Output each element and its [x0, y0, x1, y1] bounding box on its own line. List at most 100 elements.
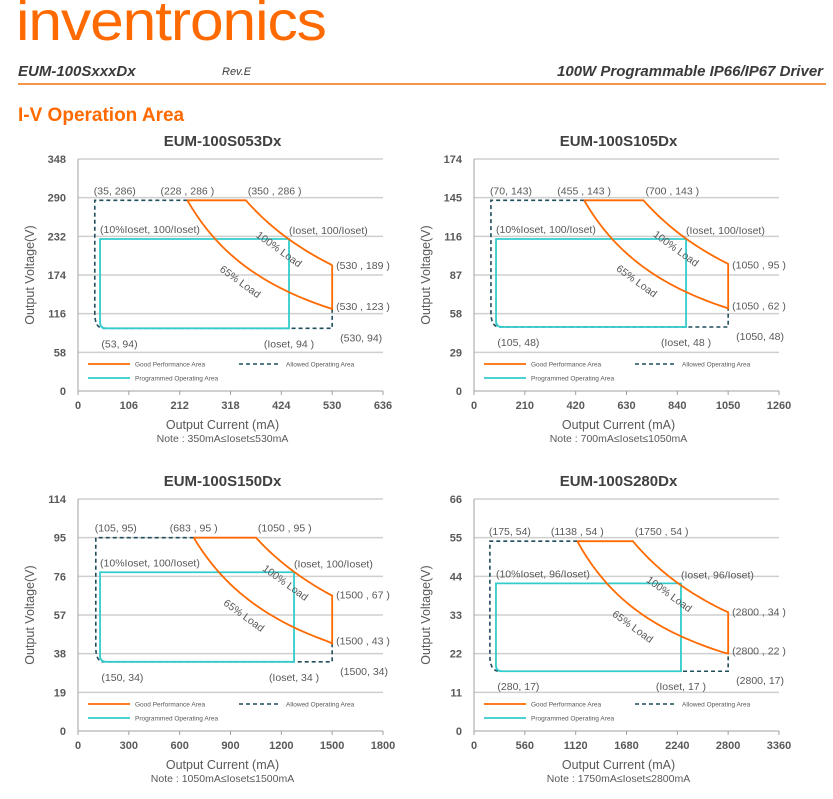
- x-tick-label: 1800: [371, 740, 395, 752]
- y-tick-label: 57: [54, 610, 66, 622]
- good-performance-area: [583, 199, 730, 310]
- point-label: (53, 94): [101, 338, 137, 350]
- x-tick-label: 318: [221, 400, 239, 412]
- y-tick-label: 290: [48, 193, 66, 205]
- point-label: (10%Ioset, 100/Ioset): [496, 224, 596, 236]
- x-tick-label: 1260: [767, 400, 791, 412]
- point-label: (Ioset, 17 ): [656, 681, 706, 693]
- point-label: (1750 , 54 ): [635, 526, 689, 538]
- point-label: (2800 , 34 ): [732, 606, 786, 618]
- point-label: (10%Ioset, 100/Ioset): [100, 224, 200, 236]
- y-tick-label: 66: [450, 494, 462, 506]
- point-label: (1500 , 43 ): [336, 635, 390, 647]
- x-tick-label: 560: [516, 740, 534, 752]
- chart-eum-100s280dx: EUM-100S280Dx 0 11 22 33 44 55 66 0 560 1120 1680 22…: [419, 473, 791, 785]
- legend-good-label: Good Performance Area: [531, 362, 601, 369]
- y-axis-title: Output Voltage(V): [23, 565, 37, 664]
- y-tick-label: 76: [54, 571, 66, 583]
- point-label: (105, 48): [497, 337, 539, 349]
- x-tick-label: 0: [471, 400, 477, 412]
- point-label: (1050 , 95 ): [732, 259, 786, 271]
- programmed-operating-area: [99, 571, 295, 663]
- point-label: (105, 95): [95, 523, 137, 535]
- chart-eum-100s053dx: EUM-100S053Dx 0 58 116 174 232 290 348 0 106 212 31…: [23, 133, 392, 445]
- x-tick-label: 212: [170, 400, 188, 412]
- legend-allowed-label: Allowed Operating Area: [682, 702, 751, 709]
- x-tick-label: 630: [617, 400, 635, 412]
- legend-allowed-label: Allowed Operating Area: [286, 362, 355, 369]
- y-tick-label: 0: [456, 386, 462, 398]
- header-divider: [18, 83, 826, 85]
- x-tick-label: 3360: [767, 740, 791, 752]
- chart-title: EUM-100S280Dx: [560, 473, 678, 490]
- y-axis-title: Output Voltage(V): [23, 225, 37, 324]
- point-label: (228 , 286 ): [160, 185, 214, 197]
- y-tick-label: 95: [54, 533, 66, 545]
- y-tick-label: 55: [450, 533, 462, 545]
- legend-good-label: Good Performance Area: [135, 362, 205, 369]
- y-tick-label: 116: [48, 309, 66, 321]
- point-label: (Ioset, 96/Ioset): [681, 569, 754, 581]
- y-tick-label: 33: [450, 610, 462, 622]
- point-label: (683 , 95 ): [170, 523, 218, 535]
- point-label: (Ioset, 94 ): [264, 338, 314, 350]
- legend-good-label: Good Performance Area: [135, 702, 205, 709]
- point-label: (530 , 189 ): [336, 260, 390, 272]
- x-tick-label: 1120: [564, 740, 588, 752]
- y-tick-label: 348: [48, 154, 66, 166]
- point-label: (700 , 143 ): [645, 185, 699, 197]
- x-tick-label: 2800: [716, 740, 740, 752]
- x-tick-label: 1200: [269, 740, 293, 752]
- load-65-label: 65% Load: [217, 263, 262, 301]
- good-performance-area: [576, 540, 730, 655]
- y-tick-label: 38: [54, 649, 66, 661]
- point-label: (530 , 123 ): [336, 301, 390, 313]
- y-tick-label: 174: [444, 154, 463, 166]
- point-label: (455 , 143 ): [557, 185, 611, 197]
- legend-good-label: Good Performance Area: [531, 702, 601, 709]
- y-tick-label: 87: [450, 270, 462, 282]
- y-tick-label: 58: [54, 347, 66, 359]
- point-label: (2800 , 22 ): [732, 646, 786, 658]
- y-tick-label: 0: [60, 726, 66, 738]
- point-label: (1500, 34): [340, 666, 388, 678]
- y-tick-label: 44: [450, 571, 463, 583]
- point-label: (1050 , 62 ): [732, 300, 786, 312]
- good-performance-area: [186, 199, 334, 311]
- revision-label: Rev.E: [222, 66, 252, 78]
- point-label: (1138 , 54 ): [551, 526, 604, 538]
- chart-note: Note : 1050mA≤Ioset≤1500mA: [151, 773, 294, 785]
- x-tick-label: 300: [120, 740, 138, 752]
- chart-note: Note : 1750mA≤Ioset≤2800mA: [547, 773, 690, 785]
- x-tick-label: 530: [323, 400, 341, 412]
- programmed-operating-area: [495, 238, 687, 328]
- y-tick-label: 22: [450, 649, 462, 661]
- x-tick-label: 420: [566, 400, 584, 412]
- legend-allowed-label: Allowed Operating Area: [286, 702, 355, 709]
- point-label: (350 , 286 ): [248, 185, 302, 197]
- section-title: I-V Operation Area: [18, 105, 185, 126]
- x-tick-label: 424: [272, 400, 291, 412]
- x-tick-label: 840: [668, 400, 686, 412]
- point-label: (Ioset, 48 ): [661, 337, 711, 349]
- point-label: (Ioset, 100/Ioset): [294, 558, 373, 570]
- good-performance-area: [192, 536, 334, 645]
- point-label: (10%Ioset, 100/Ioset): [100, 557, 200, 569]
- chart-title: EUM-100S053Dx: [164, 133, 282, 150]
- x-tick-label: 2240: [665, 740, 689, 752]
- x-tick-label: 210: [516, 400, 534, 412]
- x-axis-title: Output Current (mA): [166, 758, 279, 772]
- chart-eum-100s105dx: EUM-100S105Dx 0 29 58 87 116 145 174 0 210 420 630 8…: [419, 133, 791, 445]
- load-65-label: 65% Load: [610, 608, 655, 646]
- y-tick-label: 11: [450, 687, 462, 699]
- x-tick-label: 1050: [716, 400, 740, 412]
- programmed-operating-area: [495, 582, 682, 673]
- x-tick-label: 900: [221, 740, 239, 752]
- x-tick-label: 0: [471, 740, 477, 752]
- x-axis-title: Output Current (mA): [562, 758, 675, 772]
- point-label: (150, 34): [101, 672, 143, 684]
- x-tick-label: 106: [120, 400, 138, 412]
- chart-eum-100s150dx: EUM-100S150Dx 0 19 38 57 76 95 114 0 300 600 900 120…: [23, 473, 395, 785]
- y-tick-label: 116: [444, 231, 462, 243]
- chart-note: Note : 350mA≤Ioset≤530mA: [157, 433, 289, 445]
